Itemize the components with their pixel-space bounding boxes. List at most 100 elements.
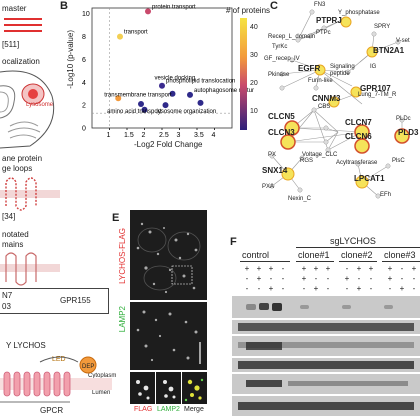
treatment-sign: + <box>256 274 262 283</box>
node-label: CLCN5 <box>268 112 295 121</box>
panel-a-text-2: [511] <box>2 40 20 49</box>
annotated-domains-icon <box>0 252 60 286</box>
treatment-sign: - <box>314 274 318 283</box>
gene-label-1: N7 <box>2 291 13 300</box>
treatment-sign: + <box>356 264 362 273</box>
inset-label-lamp2: LAMP2 <box>157 406 180 413</box>
cytoplasm-label: Cytoplasm <box>88 373 117 379</box>
panel-c-letter: C <box>270 0 278 12</box>
scatter-point <box>138 101 144 107</box>
x-axis-label: -Log2 Fold Change <box>134 140 203 149</box>
node-clcn6 <box>354 138 370 154</box>
node-ptprj <box>340 16 352 28</box>
treatment-sign: - <box>412 284 416 293</box>
node-label: TyrKc <box>272 44 288 50</box>
treatment-sign: + <box>387 274 393 283</box>
point-label: phospholipid translocation <box>166 79 235 85</box>
panel-a-text-6: [34] <box>2 212 16 221</box>
highlighted-nodes <box>280 16 410 189</box>
treatment-sign: + <box>368 264 374 273</box>
node-cnnm3 <box>328 96 340 108</box>
treatment-sign: - <box>388 284 392 293</box>
node-lpcat1 <box>355 175 369 189</box>
treatment-sign: + <box>387 264 393 273</box>
node-label: Acyltransferase <box>336 160 378 166</box>
node-label: Lung_7-TM_R <box>358 92 397 98</box>
y-tick-label: 10 <box>82 11 90 18</box>
node-label: CLCN3 <box>268 128 295 137</box>
treatment-sign: + <box>256 264 262 273</box>
lychos-title: Y LYCHOS <box>6 341 46 350</box>
red-line-3 <box>4 30 42 32</box>
gene-label-2: GPR155 <box>60 296 91 305</box>
sglychos-bracket <box>296 247 420 248</box>
node-snx14 <box>281 167 295 181</box>
treatment-sign: + <box>268 284 274 293</box>
treatment-sign: + <box>313 264 319 273</box>
node-label: LPCAT1 <box>354 174 385 183</box>
inset-row <box>130 372 207 404</box>
x-tick-label: 2 <box>142 132 146 139</box>
scatter-point <box>162 102 169 109</box>
panel-a-text-7: notated <box>2 230 29 239</box>
treatment-sign: - <box>369 284 373 293</box>
treatment-sign: - <box>345 264 349 273</box>
treatment-sign: - <box>281 264 285 273</box>
treatment-sign: - <box>326 284 330 293</box>
node-label: Recep_L_domain <box>268 34 316 40</box>
inset-label-flag: FLAG <box>134 406 153 413</box>
col-clone2: clone#2 <box>341 250 373 260</box>
treatment-sign: - <box>400 274 404 283</box>
node-pld3 <box>394 128 410 144</box>
y-tick-label: 0 <box>82 126 86 133</box>
x-tick-label: 3.5 <box>194 132 204 139</box>
col-control: control <box>242 250 270 260</box>
node-label: Y_phosphatase <box>338 10 380 16</box>
node-label: FN3 <box>314 2 326 8</box>
treatment-sign: - <box>345 284 349 293</box>
lumen-label: Lumen <box>92 390 111 396</box>
scatter-point <box>117 33 123 40</box>
panel-e-letter: E <box>112 212 120 224</box>
treatment-sign: + <box>356 284 362 293</box>
flag-channel-label: LYCHOS-FLAG <box>118 228 127 284</box>
node-label: GPR107 <box>360 84 391 93</box>
node-clcn3 <box>280 134 296 150</box>
scatter-point <box>141 106 148 113</box>
scatter-point <box>159 82 165 89</box>
x-tick-label: 2.5 <box>159 132 169 139</box>
x-tick-label: 3 <box>177 132 181 139</box>
treatment-sign: - <box>357 274 361 283</box>
node-label: Pkinase <box>268 72 290 78</box>
blot-band-4 <box>232 358 420 372</box>
node-label: CLCN7 <box>345 118 372 127</box>
inset-lamp2 <box>156 372 181 404</box>
red-line-2 <box>4 24 42 26</box>
panel-b: -Log10 (p-value) 0 2 4 6 8 10 1 1.5 2 2.5 3 3.5 4 p… <box>64 0 254 150</box>
treatment-sign: + <box>313 284 319 293</box>
gene-box: N7 GPR155 03 <box>0 288 109 314</box>
blot-band-2 <box>232 320 420 334</box>
node-label: SNX14 <box>262 166 288 175</box>
treatment-sign: + <box>301 274 307 283</box>
node-label: BTN2A1 <box>373 46 405 55</box>
x-tick-label: 1 <box>107 132 111 139</box>
node-label: Signaling peptide <box>330 64 355 77</box>
flag-image <box>130 210 207 300</box>
treatment-sign: - <box>302 284 306 293</box>
treatment-sign: - <box>245 274 249 283</box>
node-label: Voltage_CLC <box>302 152 338 158</box>
sglychos-header: sgLYCHOS <box>330 236 376 246</box>
treatment-sign: - <box>412 274 416 283</box>
red-line-1 <box>4 18 42 20</box>
node-label: PTPc <box>316 30 331 36</box>
point-labels: protein transport transport phospholipid t… <box>104 4 254 115</box>
node-label: CLCN6 <box>345 132 372 141</box>
treatment-sign: + <box>399 284 405 293</box>
treatment-sign: + <box>325 264 331 273</box>
treatment-sign: - <box>269 274 273 283</box>
x-ticks: 1 1.5 2 2.5 3 3.5 4 <box>107 128 216 139</box>
node-label: RGS <box>300 158 314 164</box>
treatment-sign: + <box>411 264 417 273</box>
scatter-point <box>197 99 204 106</box>
